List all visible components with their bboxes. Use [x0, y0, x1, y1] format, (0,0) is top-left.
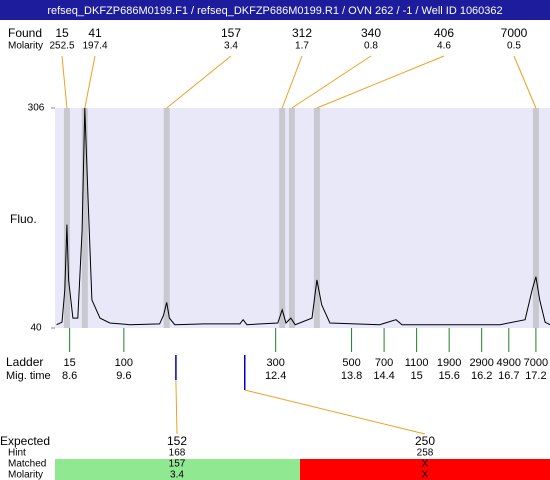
mig-time: 12.4	[265, 370, 286, 382]
peak-band	[63, 108, 70, 328]
plot-area	[55, 108, 550, 328]
peak-connector	[166, 55, 232, 109]
mig-time: 17.2	[525, 370, 546, 382]
mig-time: 13.8	[341, 370, 362, 382]
peak-band	[163, 108, 170, 328]
ladder-size: 4900	[497, 357, 521, 369]
expected-size: 152	[167, 434, 187, 448]
expected-molarity-label: Molarity	[8, 470, 43, 480]
match-bar	[300, 459, 550, 480]
found-size: 15	[55, 26, 69, 40]
title: refseq_DKFZP686M0199.F1 / refseq_DKFZP68…	[47, 5, 502, 17]
found-molarity: 4.6	[437, 41, 451, 52]
found-size: 340	[361, 26, 381, 40]
title-bar	[0, 0, 550, 20]
ladder-size: 700	[375, 357, 393, 369]
ladder-size: 1900	[437, 357, 461, 369]
expected-label: Expected	[0, 434, 50, 448]
expected-connector	[244, 389, 426, 435]
matched: 157	[169, 459, 186, 470]
ladder-size: 100	[115, 357, 133, 369]
hint-label: Hint	[8, 448, 26, 459]
mig-time: 8.6	[62, 370, 77, 382]
peak-band	[81, 108, 88, 328]
expected-connector	[175, 379, 178, 435]
mig-time: 16.2	[471, 370, 492, 382]
found-size: 157	[221, 26, 241, 40]
y-tick-label: 40	[30, 323, 42, 334]
found-molarity: 1.7	[295, 41, 309, 52]
ladder-size: 1100	[405, 357, 429, 369]
matched-label: Matched	[8, 459, 46, 470]
found-molarity: 0.5	[507, 41, 521, 52]
peak-connector	[84, 55, 96, 109]
mig-time: 14.4	[373, 370, 394, 382]
found-molarity: 252.5	[49, 41, 74, 52]
ladder-size: 500	[342, 357, 360, 369]
ladder-label: Ladder	[6, 355, 43, 369]
ladder-size: 7000	[524, 357, 548, 369]
found-molarity: 0.8	[364, 41, 378, 52]
found-molarity: 197.4	[82, 41, 107, 52]
found-molarity-label: Molarity	[8, 41, 43, 52]
peak-connector	[281, 55, 303, 109]
found-size: 406	[434, 26, 454, 40]
match-bar	[55, 459, 300, 480]
found-size: 312	[292, 26, 312, 40]
peak-band	[532, 108, 539, 328]
matched: X	[422, 459, 429, 470]
mig-time: 15.6	[438, 370, 459, 382]
y-axis-label: Fluo.	[10, 212, 37, 226]
found-molarity: 3.4	[224, 41, 238, 52]
ladder-size: 300	[266, 357, 284, 369]
peak-band	[279, 108, 286, 328]
found-size: 41	[88, 26, 102, 40]
peak-connector	[513, 55, 537, 109]
mig-time-label: Mig. time	[6, 370, 51, 382]
expected-molarity: 3.4	[170, 470, 184, 480]
found-size: 7000	[501, 26, 528, 40]
peak-connector	[316, 55, 445, 109]
peak-band	[288, 108, 295, 328]
peak-connector	[291, 55, 372, 109]
trace	[56, 107, 550, 326]
hint: 258	[417, 448, 434, 459]
peak-connector	[61, 55, 68, 109]
peak-band	[313, 108, 320, 328]
hint: 168	[169, 448, 186, 459]
expected-size: 250	[415, 434, 435, 448]
found-label: Found	[8, 26, 42, 40]
mig-time: 9.6	[116, 370, 131, 382]
mig-time: 15	[411, 370, 423, 382]
ladder-size: 2900	[469, 357, 493, 369]
mig-time: 16.7	[498, 370, 519, 382]
y-tick-label: 306	[28, 103, 45, 114]
ladder-size: 15	[64, 357, 76, 369]
expected-molarity: X	[422, 470, 429, 480]
